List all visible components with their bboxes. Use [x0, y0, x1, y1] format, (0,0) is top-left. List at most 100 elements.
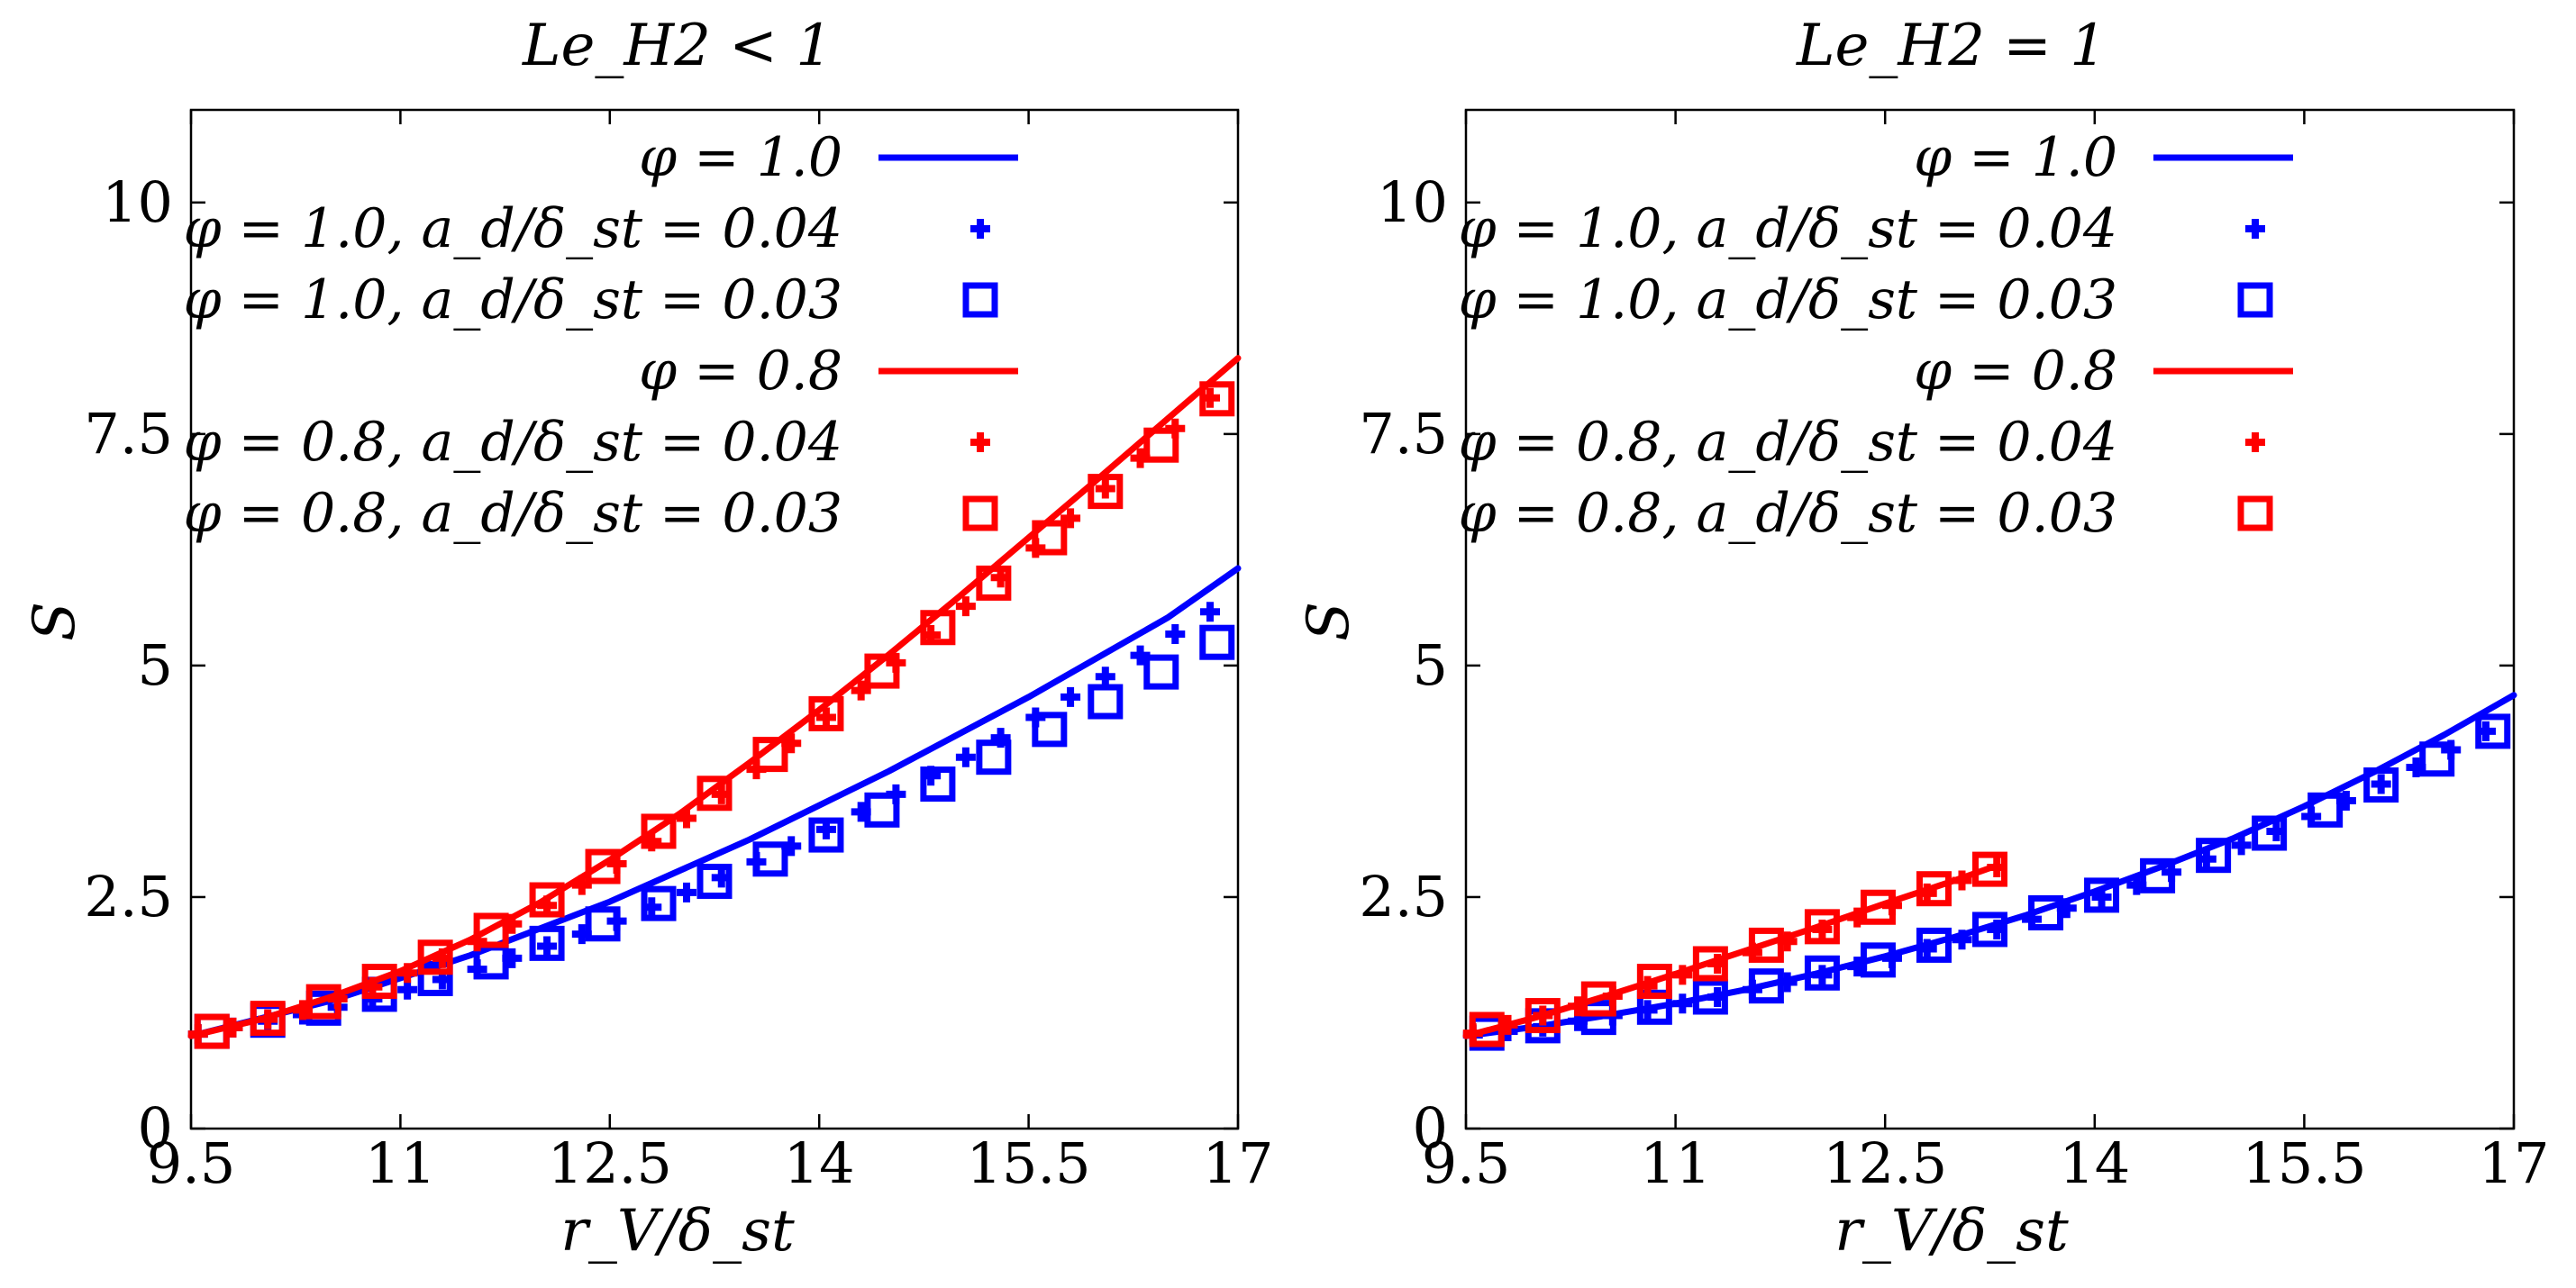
series-square-phi08: φ = 0.8, a_d/δ_st = 0.03: (9.65, 1.05) φ …: [194, 381, 1235, 1049]
data-point: φ = 1.0, a_d/δ_st = 0.04: (16.05, 3.72): [2371, 774, 2391, 794]
data-point: φ = 0.8, a_d/δ_st = 0.03: (9.65, 1.05): [194, 1013, 230, 1049]
data-point: φ = 0.8, a_d/δ_st = 0.03: (11.25, 1.85): [417, 939, 453, 975]
data-point: φ = 1.0, a_d/δ_st = 0.04: (15.8, 4.66): [1060, 686, 1081, 707]
y-tick-label: 7.5: [1359, 401, 1448, 467]
x-tick-label: 11: [365, 1130, 436, 1196]
data-point: φ = 0.8, a_d/δ_st = 0.04: (14.3, 4.73): [851, 680, 871, 701]
x-tick-label: 17: [2479, 1130, 2550, 1196]
x-axis-title: r_V/δ_st: [560, 1198, 795, 1265]
y-tick-label: 0: [1413, 1095, 1448, 1161]
x-tick-label: 9.5: [1422, 1130, 1511, 1196]
legend-swatch-marker: [2237, 282, 2273, 318]
series-line: [187, 565, 1242, 1039]
x-axis-title: r_V/δ_st: [1834, 1198, 2069, 1265]
data-point: φ = 1.0, a_d/δ_st = 0.03: (14.85, 3.72): [920, 766, 956, 803]
data-point: φ = 0.8, a_d/δ_st = 0.04: (11.05, 1.66): [1672, 965, 1693, 985]
data-point: φ = 0.8, a_d/δ_st = 0.04: (13.05, 2.68): [1952, 870, 1972, 891]
data-point: φ = 1.0, a_d/δ_st = 0.03: (14.85, 2.95): [2196, 838, 2232, 874]
legend-label: φ = 1.0: [1914, 126, 2117, 189]
data-point: φ = 0.8, a_d/δ_st = 0.03: (15.25, 5.89): [976, 565, 1012, 601]
data-point: φ = 1.0, a_d/δ_st = 0.03: (14.45, 3.44): [864, 792, 900, 828]
x-tick-label: 11: [1640, 1130, 1711, 1196]
legend-label: φ = 0.8, a_d/δ_st = 0.03: [184, 482, 842, 545]
data-point: φ = 0.8, a_d/δ_st = 0.03: (11.65, 1.98): [1748, 927, 1784, 963]
series-plus-phi08: φ = 0.8, a_d/δ_st = 0.04: (9.55, 1.03)φ …: [1462, 857, 2007, 1044]
data-point: φ = 1.0, a_d/δ_st = 0.04: (16.8, 5.58): [1200, 602, 1221, 622]
data-point: φ = 1.0, a_d/δ_st = 0.03: (11.25, 1.62): [417, 960, 453, 996]
data-point: φ = 0.8, a_d/δ_st = 0.03: (10.05, 1.22): [1525, 998, 1561, 1034]
data-point: φ = 0.8, a_d/δ_st = 0.04: (13.05, 3.35): [677, 808, 697, 829]
data-point: φ = 0.8, a_d/δ_st = 0.04: (10.05, 1.18): [258, 1009, 278, 1029]
data-point: φ = 0.8, a_d/δ_st = 0.03: (12.85, 2.59): [1916, 871, 1952, 907]
data-point: φ = 0.8, a_d/δ_st = 0.03: (12.05, 2.18): [1804, 909, 1840, 945]
data-point: φ = 1.0, a_d/δ_st = 0.04: (11.05, 1.5): [397, 979, 418, 1000]
data-point: φ = 1.0, a_d/δ_st = 0.03: (15.25, 4.01): [976, 739, 1012, 776]
panel-title: Le_H2 = 1: [1796, 13, 2107, 79]
data-point: φ = 1.0, a_d/δ_st = 0.03: (13.25, 2.67): [696, 863, 733, 899]
x-tick-label: 14: [784, 1130, 855, 1196]
legend-label: φ = 0.8, a_d/δ_st = 0.03: [1459, 482, 2117, 545]
data-point: φ = 0.8, a_d/δ_st = 0.03: (16.45, 7.38): [1143, 427, 1179, 463]
data-point: φ = 1.0, a_d/δ_st = 0.03: (16.85, 5.25): [1199, 624, 1235, 660]
data-point: φ = 0.8, a_d/δ_st = 0.03: (10.45, 1.37): [305, 984, 341, 1020]
data-point: φ = 1.0, a_d/δ_st = 0.03: (16.85, 4.29): [2475, 713, 2511, 749]
data-point: φ = 0.8, a_d/δ_st = 0.04: (12.3, 2.63): [571, 875, 592, 895]
series-line-phi10: [187, 565, 1242, 1039]
x-tick-label: 15.5: [967, 1130, 1091, 1196]
panel-le-eq-1: Le_H2 = 1 S r_V/δ_st 9.5 11 12.5 14 15.5 17 0 2…: [1296, 13, 2549, 1265]
legend-swatch-marker: [2245, 432, 2265, 452]
y-tick-label: 5: [1413, 632, 1448, 698]
legend-label: φ = 1.0, a_d/δ_st = 0.04: [1459, 197, 2117, 260]
data-point: φ = 1.0, a_d/δ_st = 0.03: (13.65, 2.91): [752, 841, 788, 877]
legend-swatch-marker: [970, 432, 990, 452]
data-point: φ = 1.0, a_d/δ_st = 0.04: (12.05, 1.97): [537, 936, 558, 957]
data-point: φ = 0.8, a_d/δ_st = 0.03: (12.45, 2.83): [585, 848, 621, 884]
legend-label: φ = 1.0, a_d/δ_st = 0.03: [184, 268, 842, 331]
data-point: φ = 1.0, a_d/δ_st = 0.04: (13.05, 2.04): [1952, 930, 1972, 950]
legend: φ = 1.0 φ = 1.0, a_d/δ_st = 0.04 φ = 1.0, …: [184, 126, 1018, 545]
legend-swatch-marker: [962, 282, 998, 318]
legend-label: φ = 1.0, a_d/δ_st = 0.03: [1459, 268, 2117, 331]
data-point: φ = 1.0, a_d/δ_st = 0.03: (16.45, 4.93): [1143, 654, 1179, 690]
data-point: φ = 1.0, a_d/δ_st = 0.04: (11.05, 1.35): [1672, 993, 1693, 1014]
y-tick-label: 2.5: [84, 864, 173, 930]
data-point: φ = 0.8, a_d/δ_st = 0.03: (11.65, 2.14): [473, 912, 509, 948]
data-point: φ = 0.8, a_d/δ_st = 0.03: (11.25, 1.78): [1692, 946, 1728, 982]
data-point: φ = 1.0, a_d/δ_st = 0.04: (16.55, 5.34): [1165, 623, 1186, 644]
x-tick-label: 9.5: [147, 1130, 236, 1196]
data-point: φ = 0.8, a_d/δ_st = 0.03: (10.85, 1.59): [361, 964, 397, 1000]
x-tick-label: 14: [2059, 1130, 2130, 1196]
series-plus-phi10: φ = 1.0, a_d/δ_st = 0.04: (9.55, 1.02)φ …: [187, 602, 1221, 1045]
data-point: φ = 1.0, a_d/δ_st = 0.03: (12.05, 2): [529, 925, 565, 961]
legend-label: φ = 0.8: [639, 340, 842, 403]
legend-swatch-marker: [2245, 219, 2265, 239]
y-tick-label: 2.5: [1359, 864, 1448, 930]
data-point: φ = 0.8, a_d/δ_st = 0.03: (14.45, 4.94): [864, 653, 900, 689]
data-point: φ = 1.0, a_d/δ_st = 0.04: (16.05, 4.88): [1095, 667, 1115, 687]
legend-label: φ = 1.0, a_d/δ_st = 0.04: [184, 197, 842, 260]
data-point: φ = 0.8, a_d/δ_st = 0.04: (10.05, 1.22): [1533, 1005, 1553, 1026]
y-tick-label: 5: [138, 632, 173, 698]
data-point: φ = 1.0, a_d/δ_st = 0.04: (14.05, 2.5): [2091, 886, 2112, 907]
data-point: φ = 1.0, a_d/δ_st = 0.03: (14.05, 3.17): [808, 817, 844, 853]
data-point: φ = 1.0, a_d/δ_st = 0.03: (13.65, 2.33): [2028, 894, 2064, 930]
data-point: φ = 1.0, a_d/δ_st = 0.03: (12.45, 1.82): [1860, 942, 1896, 978]
series-square-phi10: φ = 1.0, a_d/δ_st = 0.03: (9.65, 1.03)φ …: [1469, 713, 2511, 1051]
y-axis-title: S: [22, 602, 88, 641]
legend-label: φ = 0.8, a_d/δ_st = 0.04: [1459, 411, 2117, 474]
data-point: φ = 0.8, a_d/δ_st = 0.03: (14.05, 4.48): [808, 695, 844, 731]
data-point: φ = 1.0, a_d/δ_st = 0.04: (12.05, 1.66): [1812, 965, 1833, 985]
data-point: φ = 0.8, a_d/δ_st = 0.03: (12.85, 3.21): [641, 813, 677, 849]
data-point: φ = 0.8, a_d/δ_st = 0.04: (14.05, 4.44): [815, 707, 836, 728]
data-point: φ = 1.0, a_d/δ_st = 0.03: (15.65, 4.31): [1032, 712, 1068, 748]
data-point: φ = 1.0, a_d/δ_st = 0.03: (11.65, 1.54): [1748, 968, 1784, 1004]
data-point: φ = 1.0, a_d/δ_st = 0.03: (10.45, 1.2): [1580, 1000, 1616, 1036]
data-point: φ = 1.0, a_d/δ_st = 0.03: (12.05, 1.68): [1804, 955, 1840, 991]
data-point: φ = 1.0, a_d/δ_st = 0.03: (12.85, 1.98): [1916, 927, 1952, 963]
data-point: φ = 1.0, a_d/δ_st = 0.03: (12.85, 2.43): [641, 885, 677, 921]
data-point: φ = 0.8, a_d/δ_st = 0.03: (13.25, 3.62): [696, 776, 733, 812]
data-point: φ = 0.8, a_d/δ_st = 0.03: (12.05, 2.47): [529, 882, 565, 918]
x-tick-label: 12.5: [1823, 1130, 1947, 1196]
plot-frame: [1464, 108, 2516, 1130]
